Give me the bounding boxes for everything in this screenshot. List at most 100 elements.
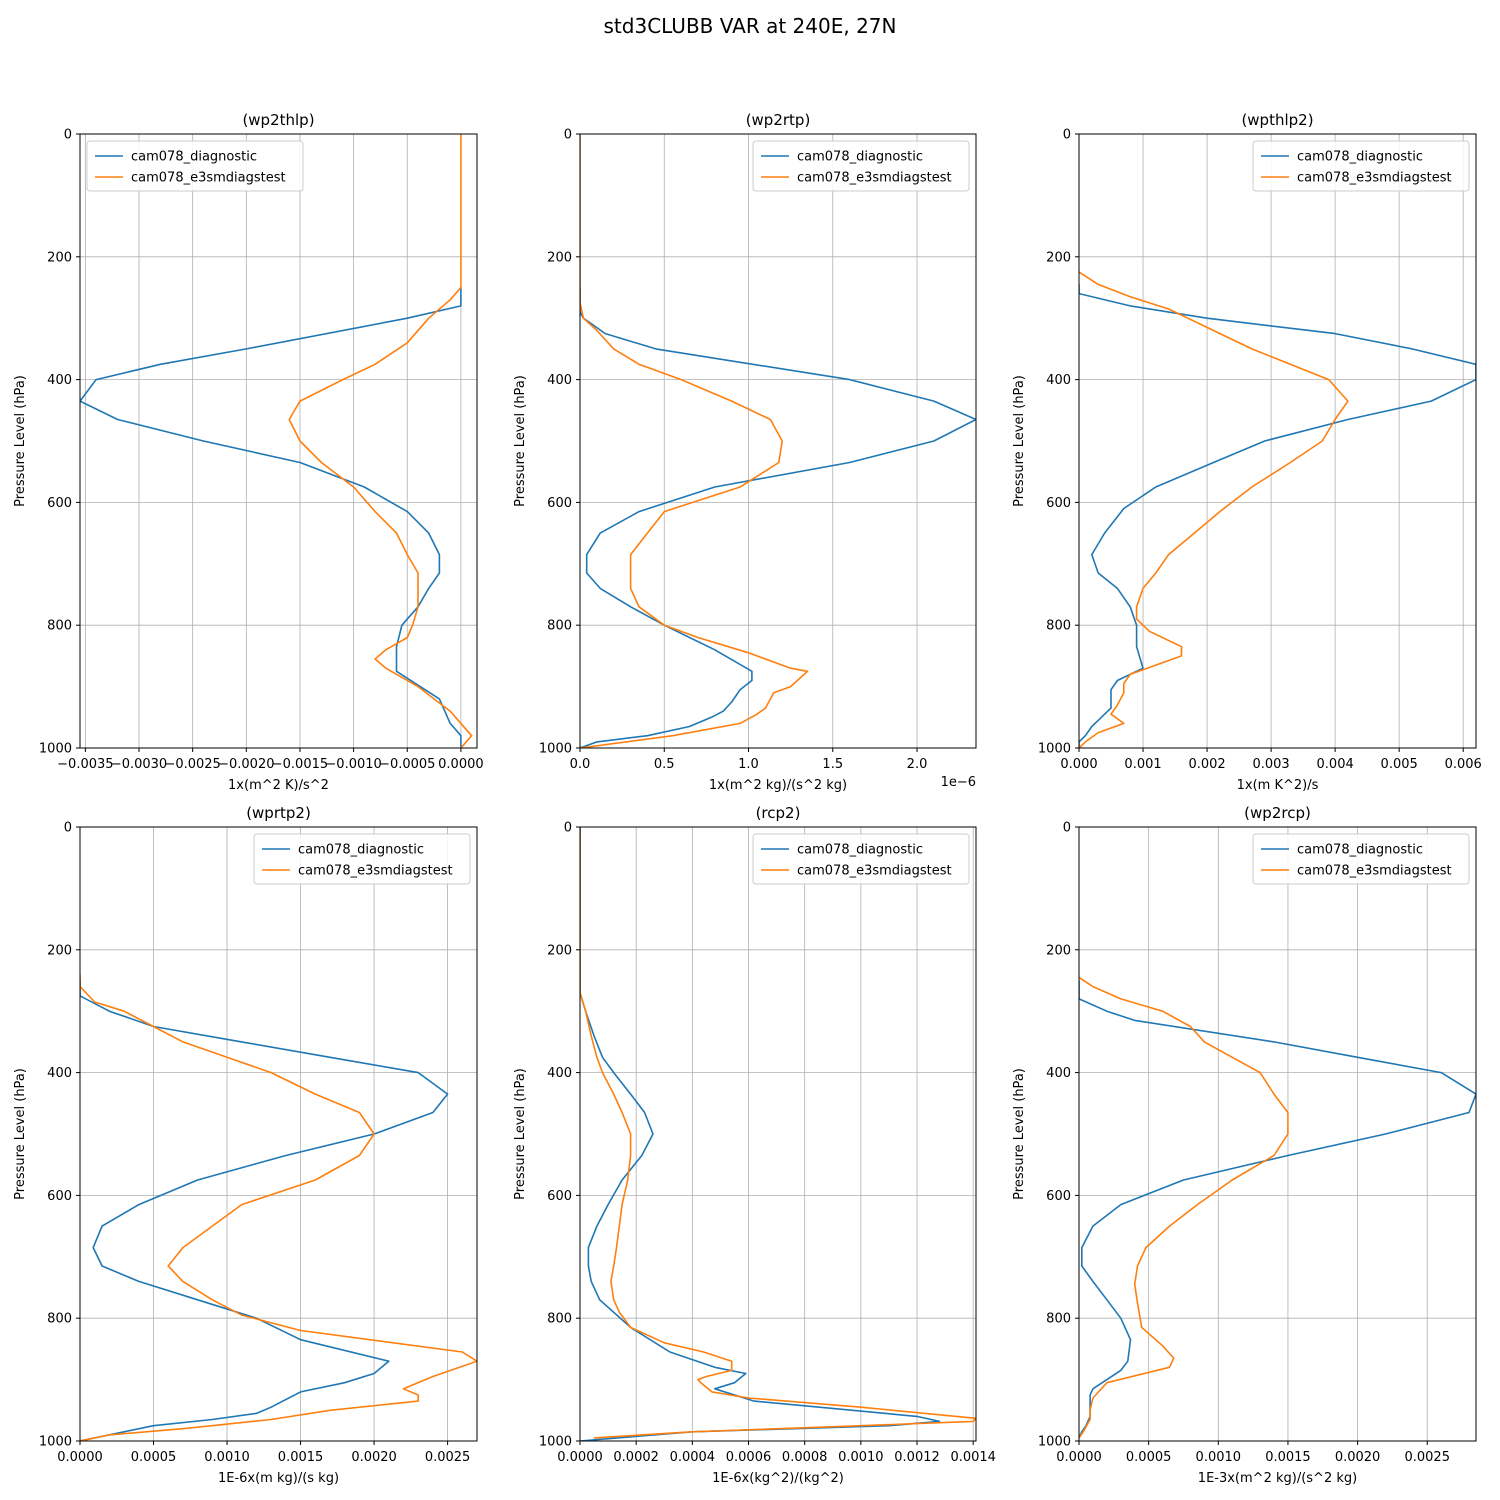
chart-4-ytick-label: 600 [547,1189,572,1204]
chart-1-xtick-label: 2.0 [907,757,928,772]
chart-0-ytick-label: 1000 [39,742,72,757]
chart-0-axes-frame [79,133,478,749]
chart-3-ylabel: Pressure Level (hPa) [13,1068,28,1200]
chart-5-xtick-label: 0.0020 [1335,1450,1381,1465]
chart-2-axes-frame [1078,133,1477,749]
chart-0-ytick-label: 800 [47,619,72,634]
chart-3-ytick-label: 800 [47,1312,72,1327]
chart-3-xlabel: 1E-6x(m kg)/(s kg) [218,1471,339,1486]
chart-2-legend-label-e3smdiagstest: cam078_e3smdiagstest [1297,171,1452,186]
chart-1-series-e3smdiagstest-line [580,134,809,748]
chart-4-legend-label-e3smdiagstest: cam078_e3smdiagstest [797,864,952,879]
panel-wp2rtp: 0.0 0.5 1.0 1.5 2.0 0 200 400 600 800 1000 (wp2rtp)… [513,111,977,793]
chart-2-ytick-label: 1000 [1038,742,1071,757]
chart-1-offset-label: 1e−6 [941,775,976,790]
chart-3-xtick-label: 0.0005 [131,1450,177,1465]
chart-4-legend-box [752,833,970,885]
chart-4-xtick-label: 0.0004 [670,1450,716,1465]
chart-2-ytick-label: 800 [1046,619,1071,634]
chart-3-title: (wprtp2) [246,804,311,822]
chart-0-xtick-label: −0.0005 [379,757,435,772]
chart-4-xlabel: 1E-6x(kg^2)/(kg^2) [712,1471,844,1486]
chart-4-xtick-label: 0.0000 [557,1450,603,1465]
chart-0-ylabel: Pressure Level (hPa) [13,375,28,507]
chart-0-xtick-label: 0.0000 [438,757,484,772]
chart-0-ytick-label: 600 [47,496,72,511]
panel-rcp2: 0.0000 0.0002 0.0004 0.0006 0.0008 0.0010 0.00… [513,804,996,1486]
panel-wpthlp2: 0.000 0.001 0.002 0.003 0.004 0.005 0.006 0 200 4… [1012,111,1482,793]
chart-3-xtick-label: 0.0015 [278,1450,324,1465]
chart-3-legend-box [253,833,471,885]
chart-1-ytick-label: 0 [564,128,572,143]
chart-0-ytick-label: 200 [47,250,72,265]
chart-0-legend-box [86,140,304,192]
chart-1-legend-label-e3smdiagstest: cam078_e3smdiagstest [797,171,952,186]
chart-0-xtick-label: −0.0020 [218,757,274,772]
chart-2-xtick-label: 0.002 [1188,757,1225,772]
panel-wp2rcp: 0.0000 0.0005 0.0010 0.0015 0.0020 0.0025 0 200… [1012,804,1477,1486]
chart-0-series-e3smdiagstest-line [288,134,473,748]
chart-5-ytick-label: 400 [1046,1066,1071,1081]
chart-1-ytick-label: 1000 [539,742,572,757]
chart-0-legend-label-e3smdiagstest: cam078_e3smdiagstest [131,171,286,186]
chart-3-ytick-label: 400 [47,1066,72,1081]
chart-1-xtick-label: 0.0 [570,757,591,772]
chart-3-series-e3smdiagstest-line [80,974,477,1441]
chart-0-xlabel: 1x(m^2 K)/s^2 [228,778,329,793]
chart-4-ytick-label: 1000 [539,1435,572,1450]
chart-4-xtick-label: 0.0014 [950,1450,996,1465]
chart-3-ytick-label: 1000 [39,1435,72,1450]
chart-1-title: (wp2rtp) [746,111,811,129]
chart-2-series-diagnostic-line [1079,284,1476,748]
chart-4-title: (rcp2) [756,804,801,822]
chart-4-xtick-label: 0.0008 [782,1450,828,1465]
chart-5-ytick-label: 1000 [1038,1435,1071,1450]
chart-4-series-diagnostic-line [580,827,941,1441]
chart-4-xtick-label: 0.0010 [838,1450,884,1465]
chart-5-xtick-label: 0.0025 [1404,1450,1450,1465]
chart-3-legend-label-e3smdiagstest: cam078_e3smdiagstest [298,864,453,879]
chart-4-ytick-label: 200 [547,943,572,958]
chart-4-xtick-label: 0.0012 [894,1450,940,1465]
chart-3-xtick-label: 0.0010 [204,1450,250,1465]
chart-2-legend-box [1252,140,1470,192]
chart-3-legend: cam078_diagnostic cam078_e3smdiagstest [253,833,471,885]
chart-2-xtick-label: 0.000 [1060,757,1097,772]
chart-3-xtick-label: 0.0025 [425,1450,471,1465]
chart-0-xtick-label: −0.0030 [111,757,167,772]
chart-5-ytick-label: 600 [1046,1189,1071,1204]
chart-3-xtick-label: 0.0020 [351,1450,397,1465]
chart-4-legend: cam078_diagnostic cam078_e3smdiagstest [752,833,970,885]
chart-3-ytick-label: 0 [64,821,72,836]
figure-title: std3CLUBB VAR at 240E, 27N [603,14,897,38]
chart-5-legend-label-diagnostic: cam078_diagnostic [1297,843,1423,858]
chart-1-axes-frame [579,133,977,749]
chart-5-ytick-label: 0 [1063,821,1071,836]
chart-4-ytick-label: 800 [547,1312,572,1327]
chart-5-ytick-label: 200 [1046,943,1071,958]
chart-1-ylabel: Pressure Level (hPa) [513,375,528,507]
chart-5-xlabel: 1E-3x(m^2 kg)/(s^2 kg) [1198,1471,1357,1486]
chart-5-series-diagnostic-line [1079,980,1476,1439]
chart-2-xtick-label: 0.001 [1124,757,1161,772]
chart-1-legend-box [752,140,970,192]
chart-4-axes-frame [579,826,977,1442]
chart-2-ytick-label: 0 [1063,128,1071,143]
chart-4-xtick-label: 0.0006 [726,1450,772,1465]
chart-4-series-e3smdiagstest-line [580,827,976,1439]
chart-1-xtick-label: 0.5 [654,757,675,772]
chart-2-xtick-label: 0.003 [1252,757,1289,772]
chart-5-legend: cam078_diagnostic cam078_e3smdiagstest [1252,833,1470,885]
chart-4-ytick-label: 400 [547,1066,572,1081]
chart-0-legend: cam078_diagnostic cam078_e3smdiagstest [86,140,304,192]
chart-0-ytick-label: 400 [47,373,72,388]
chart-5-title: (wp2rcp) [1244,804,1311,822]
chart-0-xtick-label: −0.0025 [164,757,220,772]
chart-3-xtick-label: 0.0000 [57,1450,103,1465]
chart-5-legend-label-e3smdiagstest: cam078_e3smdiagstest [1297,864,1452,879]
chart-1-ytick-label: 200 [547,250,572,265]
chart-2-series-e3smdiagstest-line [1079,271,1349,748]
chart-2-ylabel: Pressure Level (hPa) [1012,375,1027,507]
chart-5-axes-frame [1078,826,1477,1442]
